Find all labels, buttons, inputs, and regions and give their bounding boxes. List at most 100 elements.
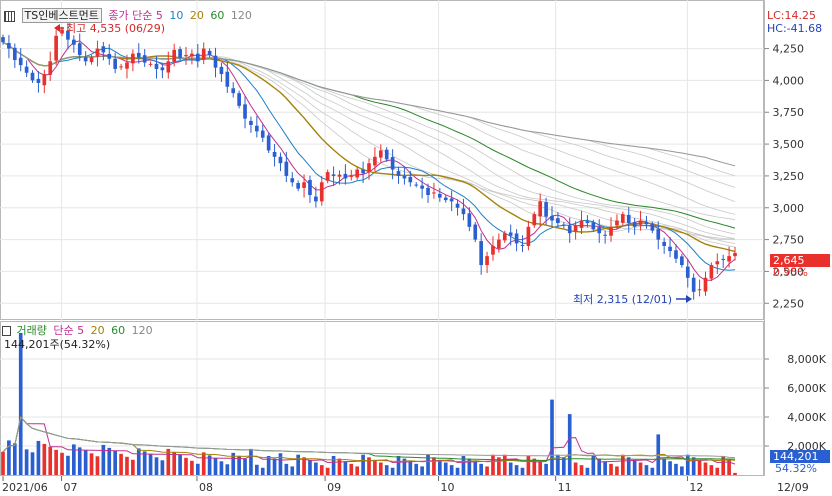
volume-bar [237,455,241,475]
date-tick-label: 08 [199,481,213,494]
candle-body [709,265,714,279]
change-percent-badge: 0.95% [773,266,808,279]
volume-bar [514,465,519,475]
candle-body [48,61,53,75]
volume-bar [579,465,584,475]
candle-body [461,208,466,215]
volume-bar [538,461,543,475]
volume-bar [420,466,424,475]
volume-bar [7,440,11,475]
volume-bar [426,454,430,475]
volume-axis: 8,000K 6,000K 4,000K 2,000K [764,353,827,453]
volume-bar [154,457,159,475]
candle-body [195,53,200,62]
candle-body [54,35,58,61]
volume-bar [650,467,655,475]
volume-tick-label: 6,000K [787,382,826,395]
candle-body [585,221,590,224]
candle-body [556,218,560,224]
volume-bar [308,459,312,475]
volume-bar [72,444,76,475]
candle-body [89,57,94,63]
volume-bar [390,467,395,475]
candle-body [691,277,696,292]
candle-body [626,214,631,224]
candle-body [243,104,247,119]
candle-body [18,57,23,66]
ma-label: 종가 단순 [108,9,153,22]
volume-bar [408,461,413,475]
candle-body [491,245,495,255]
volume-tick-label: 2,000K [787,440,826,453]
volume-bar [302,457,306,475]
candle-body [213,55,218,68]
volume-bar [136,448,141,475]
volume-bar [319,465,324,475]
volume-value: 144,201주(54.32%) [4,338,111,351]
candle-body [72,39,76,45]
volume-bar [373,459,377,475]
volume-bar [184,457,188,475]
volume-bar [325,467,330,475]
candle-body [644,222,649,225]
candle-body [544,202,548,217]
volume-bar [455,467,460,475]
volume-bar [160,460,165,475]
volume-bar [331,456,336,475]
candle-body [231,88,236,94]
candle-body [638,220,643,225]
volume-bar [597,458,602,475]
candle-body [113,58,117,69]
volume-bar [668,461,672,475]
candle-body [343,173,348,179]
volume-bar [727,458,731,475]
candle-body [24,66,29,73]
candle-body [538,201,543,217]
candlesticks [1,23,737,300]
candle-body [272,151,277,157]
candle-body [66,30,70,40]
ma-10-label: 10 [169,9,184,22]
volume-bar [715,467,720,475]
volume-tick-label: 4,000K [787,411,826,424]
candle-body [420,185,424,189]
volume-bar [249,448,253,475]
current-price-badge: 2,645 [770,254,830,267]
volume-menu-icon[interactable] [2,326,11,336]
volume-bar [190,460,194,475]
stock-name[interactable]: TS인베스트먼트 [21,8,102,23]
candle-body [107,53,112,59]
candle-body [396,171,401,176]
chart-legend-top: TS인베스트먼트 종가 단순 5 10 20 60 120 [4,8,252,23]
volume-bar [603,461,607,475]
candle-body [497,239,501,249]
volume-ma-120-label: 120 [131,324,153,337]
grid [0,0,764,476]
volume-bar [95,456,100,475]
candle-body [95,48,100,57]
volume-bar [402,458,407,475]
volume-bar [491,454,495,475]
price-axis: 4,250 4,000 3,750 3,500 3,250 3,000 2,750 2,500… [764,43,804,310]
candle-body [485,256,489,266]
volume-bar [201,452,206,475]
volume-bar [83,450,88,475]
volume-bar [680,466,684,475]
grid-menu-icon[interactable] [4,10,15,22]
candle-body [591,222,596,230]
candle-body [367,163,371,172]
ma-60-label: 60 [210,9,225,22]
candle-body [36,78,41,83]
candle-body [30,72,35,81]
volume-bar [685,454,690,475]
volume-bar [12,443,17,475]
right-axis-bg [764,0,832,476]
candle-body [131,53,135,64]
candle-body [609,226,613,236]
candle-body [632,222,637,227]
candle-body [526,226,531,246]
candle-body [325,172,330,181]
candle-body [260,130,265,138]
candle-body [119,66,123,68]
volume-bar [290,466,295,475]
